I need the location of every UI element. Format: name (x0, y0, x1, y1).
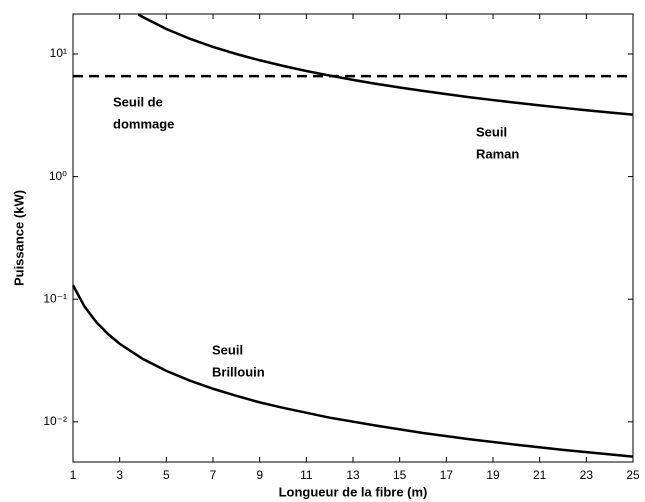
annotation: Seuil (212, 342, 243, 357)
y-axis-label: Puissance (kW) (11, 190, 26, 286)
x-tick-label: 3 (116, 468, 123, 482)
x-tick-label: 23 (580, 468, 594, 482)
y-tick-label: 10¹ (50, 46, 67, 60)
x-tick-label: 17 (440, 468, 454, 482)
annotation: dommage (113, 116, 174, 131)
annotation: Raman (476, 146, 519, 161)
x-tick-label: 15 (393, 468, 407, 482)
line-series (71, 284, 634, 458)
y-tick-label: 10⁻¹ (43, 291, 67, 305)
x-tick-label: 13 (346, 468, 360, 482)
x-tick-label: 21 (533, 468, 547, 482)
x-tick-label: 5 (163, 468, 170, 482)
annotation: Seuil (476, 124, 507, 139)
line-series (137, 13, 634, 116)
x-axis-label: Longueur de la fibre (m) (279, 484, 428, 499)
y-tick-label: 10⁰ (49, 169, 67, 183)
x-tick-label: 19 (486, 468, 500, 482)
plot-frame (72, 13, 634, 463)
x-tick-label: 9 (256, 468, 263, 482)
annotation: Brillouin (212, 364, 265, 379)
y-tick-label: 10⁻² (43, 414, 67, 428)
x-tick-label: 25 (626, 468, 640, 482)
x-tick-label: 7 (210, 468, 217, 482)
x-tick-label: 11 (300, 468, 313, 482)
annotation: Seuil de (113, 94, 163, 109)
x-tick-label: 1 (70, 468, 77, 482)
